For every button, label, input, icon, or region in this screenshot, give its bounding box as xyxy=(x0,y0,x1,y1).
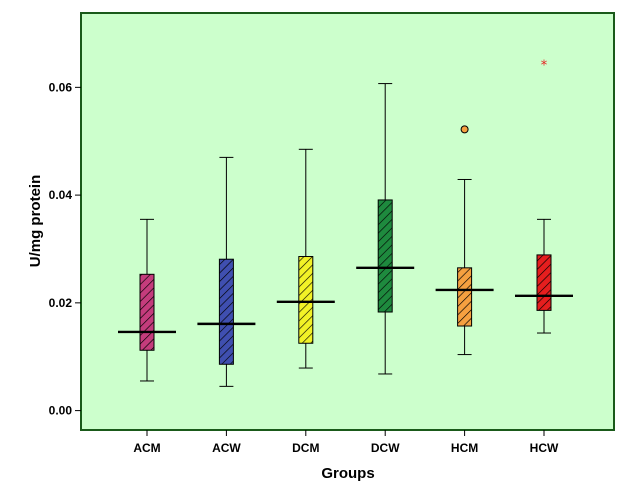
plot-area xyxy=(80,12,615,431)
x-tick-label: HCW xyxy=(530,441,559,455)
box-hatch xyxy=(139,273,155,351)
boxes-group: * xyxy=(118,59,573,387)
outlier-star: * xyxy=(541,59,548,74)
y-axis: 0.00 0.02 0.04 0.06 xyxy=(49,80,81,418)
x-axis-title: Groups xyxy=(321,465,374,482)
x-axis: ACM ACW DCM DCW HCM HCW xyxy=(133,430,559,455)
y-tick-label: 0.02 xyxy=(49,296,73,310)
x-tick-label: DCW xyxy=(371,441,400,455)
box-hatch xyxy=(377,199,393,313)
box-acm xyxy=(118,218,176,382)
box-acw xyxy=(197,156,256,387)
y-axis-title: U/mg protein xyxy=(27,175,44,268)
box-hatch xyxy=(536,254,552,311)
box-dcw xyxy=(356,83,415,375)
x-tick-label: HCM xyxy=(451,441,478,455)
x-tick-label: DCM xyxy=(292,441,319,455)
y-tick-label: 0.00 xyxy=(49,404,73,418)
x-tick-label: ACW xyxy=(212,441,241,455)
y-tick-label: 0.06 xyxy=(49,80,73,94)
x-tick-label: ACM xyxy=(133,441,160,455)
box-hatch xyxy=(298,256,314,344)
box-hcw: * xyxy=(515,59,573,334)
box-hatch xyxy=(218,258,234,365)
outlier-circle xyxy=(460,125,469,134)
box-dcm xyxy=(276,148,335,369)
y-tick-label: 0.04 xyxy=(49,188,73,202)
box-hatch xyxy=(457,267,473,327)
box-hcm xyxy=(435,125,494,356)
